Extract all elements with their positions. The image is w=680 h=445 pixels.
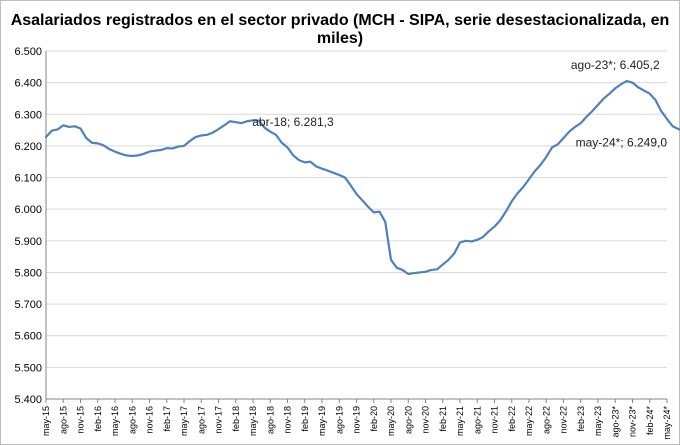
x-tick-label: feb-20 xyxy=(369,406,379,432)
x-tick-label: ago-22 xyxy=(541,406,551,434)
x-tick-label: ago-16 xyxy=(127,406,137,434)
x-tick-label: ago-19 xyxy=(334,406,344,434)
x-tick-label: ago-17 xyxy=(196,406,206,434)
y-tick-label: 6.200 xyxy=(14,141,42,153)
x-tick-label: nov-16 xyxy=(145,406,155,434)
x-tick-label: may-21 xyxy=(455,406,465,436)
x-tick-label: ago-21 xyxy=(472,406,482,434)
x-tick-label: nov-21 xyxy=(490,406,500,434)
x-tick-label: nov-17 xyxy=(214,406,224,434)
x-tick-label: may-19 xyxy=(317,406,327,436)
x-axis-ticks: may-15 ago-15 nov-15 feb-16 may-16 ago-16 nov-… xyxy=(41,406,672,440)
chart-title: Asalariados registrados en el sector pri… xyxy=(10,12,670,47)
y-tick-label: 5.500 xyxy=(14,362,42,374)
y-tick-label: 6.000 xyxy=(14,204,42,216)
x-tick-label: nov-22 xyxy=(559,406,569,434)
y-tick-label: 5.700 xyxy=(14,299,42,311)
series-line xyxy=(44,79,680,276)
data-label: may-24*; 6.249,0 xyxy=(576,135,668,149)
x-tick-label: feb-24* xyxy=(645,406,655,436)
x-tick-label: may-16 xyxy=(110,406,120,436)
axes xyxy=(45,51,668,403)
data-label: ago-23*; 6.405,2 xyxy=(571,58,660,72)
x-tick-label: nov-15 xyxy=(76,406,86,434)
y-tick-label: 5.400 xyxy=(14,394,42,406)
x-tick-label: feb-17 xyxy=(162,406,172,432)
x-tick-label: may-15 xyxy=(41,406,51,436)
data-label: abr-18; 6.281,3 xyxy=(252,115,334,129)
x-tick-label: nov-19 xyxy=(352,406,362,434)
x-tick-label: ago-15 xyxy=(58,406,68,434)
y-axis-ticks: 5.400 5.500 5.600 5.700 5.800 5.900 6.000 6.100… xyxy=(14,46,42,406)
y-tick-label: 6.100 xyxy=(14,173,42,185)
x-tick-label: may-24* xyxy=(662,406,672,440)
gridlines xyxy=(46,50,667,400)
x-tick-label: feb-22 xyxy=(507,406,517,432)
y-tick-label: 6.500 xyxy=(14,46,42,58)
y-tick-label: 5.600 xyxy=(14,331,42,343)
y-tick-label: 6.300 xyxy=(14,109,42,121)
x-tick-label: ago-23* xyxy=(610,406,620,438)
x-tick-label: may-23 xyxy=(593,406,603,436)
annotations: abr-18; 6.281,3 ago-23*; 6.405,2 may-24*; … xyxy=(252,58,667,149)
x-tick-label: feb-23 xyxy=(576,406,586,432)
x-tick-label: feb-21 xyxy=(438,406,448,432)
y-tick-label: 5.900 xyxy=(14,236,42,248)
x-tick-label: ago-18 xyxy=(265,406,275,434)
x-tick-label: may-22 xyxy=(524,406,534,436)
y-tick-label: 5.800 xyxy=(14,267,42,279)
x-tick-label: feb-18 xyxy=(231,406,241,432)
x-tick-label: feb-19 xyxy=(300,406,310,432)
x-tick-label: ago-20 xyxy=(403,406,413,434)
x-tick-label: nov-18 xyxy=(283,406,293,434)
x-tick-label: feb-16 xyxy=(93,406,103,432)
x-tick-label: may-20 xyxy=(386,406,396,436)
x-tick-label: nov-20 xyxy=(421,406,431,434)
x-tick-label: nov-23* xyxy=(628,406,638,438)
x-tick-label: may-18 xyxy=(248,406,258,436)
x-tick-label: may-17 xyxy=(179,406,189,436)
series-layer xyxy=(44,79,680,276)
y-tick-label: 6.400 xyxy=(14,78,42,90)
